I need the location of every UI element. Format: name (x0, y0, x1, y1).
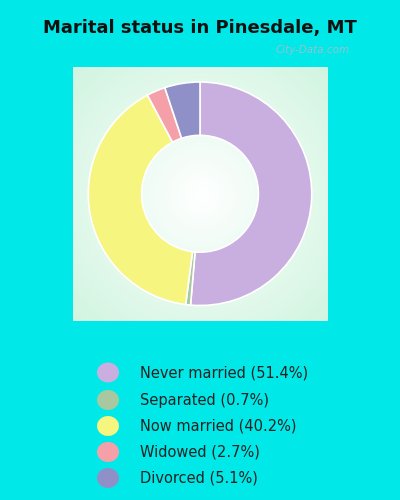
Text: City-Data.com: City-Data.com (275, 44, 349, 54)
Text: Widowed (2.7%): Widowed (2.7%) (140, 444, 260, 460)
Text: Divorced (5.1%): Divorced (5.1%) (140, 470, 258, 486)
Text: Never married (51.4%): Never married (51.4%) (140, 365, 308, 380)
Text: Marital status in Pinesdale, MT: Marital status in Pinesdale, MT (43, 18, 357, 36)
Wedge shape (165, 82, 200, 138)
Wedge shape (88, 95, 192, 304)
Wedge shape (148, 88, 182, 142)
Wedge shape (186, 252, 195, 305)
Text: Separated (0.7%): Separated (0.7%) (140, 392, 269, 407)
Wedge shape (190, 82, 312, 306)
Text: Now married (40.2%): Now married (40.2%) (140, 418, 296, 434)
